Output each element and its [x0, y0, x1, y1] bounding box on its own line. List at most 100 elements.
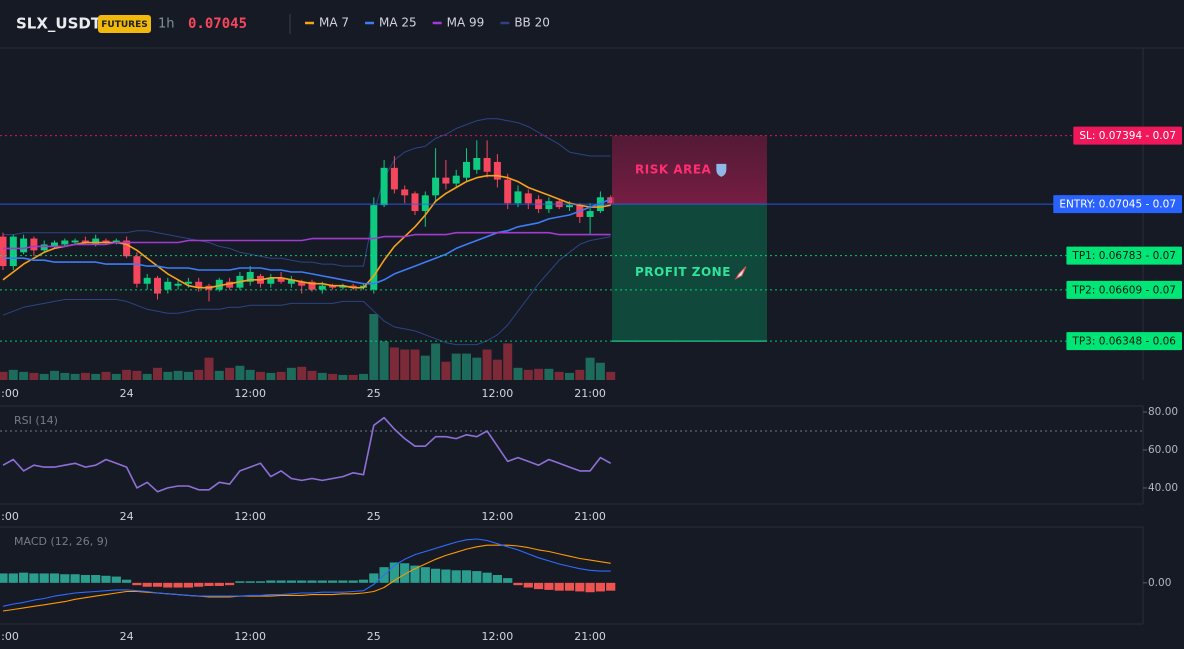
- level-label: TP2: 0.06609 - 0.07: [1071, 284, 1176, 296]
- histogram-bar: [142, 582, 152, 587]
- x-tick-label: 24: [120, 387, 134, 400]
- candle-body: [246, 271, 254, 282]
- volume-bar: [328, 373, 338, 380]
- volume-bar: [70, 373, 80, 380]
- price-pane: 12:00 24 12:00 25 12:00 21:00 12:00 24 12:00 25 12…: [0, 118, 1143, 643]
- candle-body: [380, 167, 388, 206]
- legend-label: MA 7: [319, 16, 349, 30]
- last-price: 0.07045: [188, 16, 247, 32]
- candle-body: [411, 193, 419, 212]
- histogram-bar: [111, 576, 121, 583]
- candle-body: [298, 281, 306, 286]
- volume-bar: [173, 370, 183, 380]
- level-badge: [1053, 195, 1182, 214]
- candle-body: [184, 281, 192, 284]
- candle-body: [133, 256, 141, 284]
- candle-body: [40, 244, 48, 251]
- candle-body: [308, 281, 316, 290]
- volume-bar: [565, 372, 574, 380]
- candle-body: [452, 175, 460, 184]
- candle-body: [195, 281, 203, 288]
- volume-bar: [266, 372, 276, 380]
- volume-bar: [245, 369, 255, 380]
- volume-bar: [276, 371, 286, 380]
- histogram-bar: [358, 579, 369, 583]
- candle-body: [390, 167, 398, 190]
- level-badge: [1073, 126, 1182, 145]
- zone-label: PROFIT ZONE: [635, 265, 731, 279]
- signal-line: [2, 544, 611, 612]
- histogram-bar: [389, 562, 399, 583]
- volume-bar: [101, 371, 111, 380]
- volume-bar: [256, 371, 265, 380]
- volume-bar: [307, 370, 317, 380]
- histogram-bar: [534, 582, 544, 590]
- volume-bar: [50, 370, 59, 380]
- x-tick-label: 21:00: [574, 387, 606, 400]
- candle-body: [473, 158, 481, 170]
- volume-bar: [317, 372, 327, 380]
- histogram-bar: [369, 573, 379, 583]
- volume-bar: [534, 368, 544, 380]
- x-tick-label: 12:00: [482, 510, 514, 523]
- futures-badge: [98, 15, 151, 33]
- histogram-bar: [451, 570, 461, 583]
- volume-bar: [369, 314, 379, 380]
- histogram-bar: [225, 582, 235, 586]
- histogram-bar: [29, 573, 39, 583]
- volume-bar: [554, 371, 564, 380]
- x-tick-label: 12:00: [234, 630, 266, 643]
- x-tick-label: 21:00: [574, 630, 606, 643]
- histogram-bar: [606, 582, 616, 591]
- candle-body: [61, 240, 69, 245]
- candle-body: [112, 240, 120, 243]
- candle-body: [20, 238, 28, 253]
- histogram-bar: [80, 575, 90, 583]
- histogram-bar: [575, 582, 585, 592]
- x-tick-label: 12:00: [234, 387, 266, 400]
- candle-body: [586, 211, 594, 217]
- histogram-bar: [266, 580, 276, 583]
- histogram-bar: [400, 563, 410, 583]
- candle-body: [370, 205, 378, 290]
- histogram-bar: [472, 571, 482, 583]
- legend: MA 7 MA 25 MA 99 BB 20: [305, 16, 550, 30]
- histogram-bar: [132, 582, 142, 586]
- volume-bar: [441, 361, 451, 380]
- volume-bar: [492, 359, 502, 380]
- y-tick-label: 60.00: [1148, 444, 1178, 456]
- volume-bar: [0, 371, 8, 380]
- futures-label: FUTURES: [101, 20, 147, 30]
- x-tick-label: 24: [120, 630, 134, 643]
- histogram-bar: [482, 572, 492, 583]
- candle-body: [0, 236, 7, 267]
- histogram-bar: [348, 580, 358, 583]
- x-tick-label: 12:00: [482, 387, 514, 400]
- volume-bar: [29, 372, 39, 380]
- volume-bar: [595, 362, 605, 380]
- histogram-bar: [338, 580, 348, 583]
- volume-bar: [338, 374, 348, 380]
- volume-bar: [235, 365, 245, 380]
- legend-label: MA 99: [447, 16, 485, 30]
- candle-body: [401, 189, 409, 196]
- histogram-bar: [122, 579, 132, 583]
- candle-body: [92, 238, 100, 245]
- candle-body: [432, 177, 440, 196]
- histogram-bar: [0, 573, 8, 583]
- candle-body: [102, 240, 110, 243]
- candle-body: [545, 201, 553, 210]
- level-label: TP1: 0.06783 - 0.07: [1071, 250, 1176, 262]
- rsi-title: RSI (14): [14, 414, 58, 427]
- volume-bar: [214, 370, 224, 380]
- volume-bar: [462, 353, 471, 380]
- histogram-bar: [8, 573, 18, 583]
- histogram-bar: [255, 581, 266, 583]
- histogram-bar: [523, 582, 533, 588]
- volume-bar: [122, 369, 132, 380]
- volume-bar: [286, 367, 296, 380]
- histogram-bar: [431, 568, 441, 583]
- y-tick-label: 40.00: [1148, 482, 1178, 494]
